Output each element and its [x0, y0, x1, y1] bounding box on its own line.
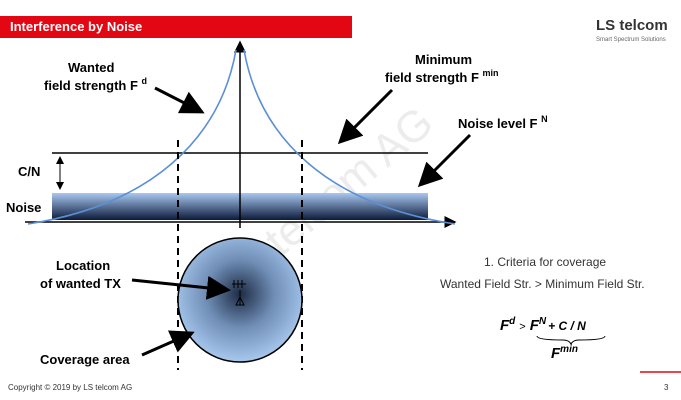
sup: N [539, 316, 547, 327]
label: field strength F min [385, 68, 499, 85]
label: of wanted TX [40, 276, 121, 291]
label: field strength F [44, 78, 138, 93]
label: field strength F d [44, 76, 147, 93]
title: Interference by Noise [10, 19, 142, 34]
f: F [551, 345, 561, 362]
label: Location [56, 258, 110, 273]
sup: min [560, 344, 578, 355]
arrow [154, 86, 205, 114]
arrow [141, 330, 195, 357]
tx-icon [232, 280, 246, 306]
f: F [530, 317, 540, 334]
brace [536, 335, 606, 346]
label: Minimum [415, 52, 472, 67]
formula: Fmin [551, 344, 578, 362]
label: C/N [18, 164, 40, 179]
sup: min [483, 68, 499, 78]
arrow [417, 133, 472, 188]
criteria-title: 1. Criteria for coverage [484, 255, 606, 269]
label: Wanted [68, 60, 115, 75]
curve-right [243, 49, 456, 225]
criteria-rule: Wanted Field Str. > Minimum Field Str. [440, 277, 645, 291]
sup: N [541, 114, 548, 124]
formula: Fd > FN + C / N [500, 316, 586, 334]
logo-tagline: Smart Spectrum Solutions [596, 37, 666, 43]
label: field strength F [385, 70, 479, 85]
logo: LS telcom [596, 17, 668, 34]
label: Noise [6, 200, 41, 215]
copyright: Copyright © 2019 by LS telcom AG [8, 383, 132, 392]
arrow [337, 88, 394, 145]
label: Noise level F N [458, 114, 548, 131]
sup: d [509, 316, 516, 327]
label: Noise level F [458, 116, 538, 131]
op: > [519, 321, 525, 333]
title-bar [0, 16, 352, 38]
curve-left [27, 49, 237, 225]
page-number: 3 [664, 383, 669, 392]
f: F [500, 317, 510, 334]
sup: d [142, 76, 148, 86]
label: Coverage area [40, 352, 130, 367]
plus: + C / N [548, 319, 586, 333]
arrow [131, 275, 231, 300]
